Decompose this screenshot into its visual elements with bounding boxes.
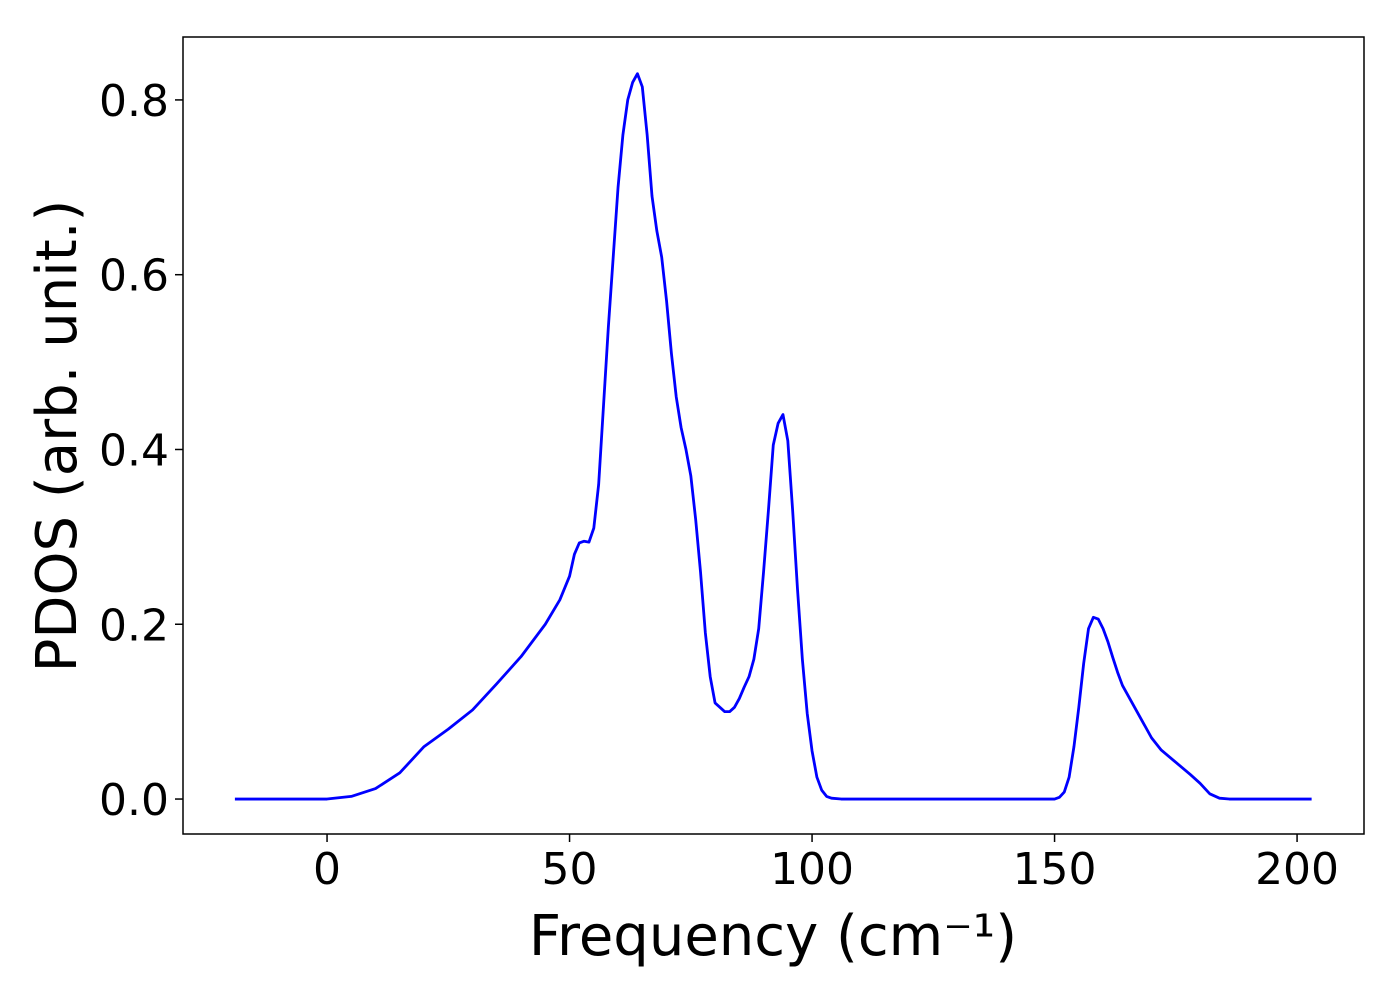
x-tick-label: 0	[313, 844, 341, 895]
x-tick-label: 200	[1255, 844, 1339, 895]
y-tick-label: 0.2	[99, 600, 169, 651]
x-axis-label: Frequency (cm⁻¹)	[529, 904, 1017, 969]
y-tick-label: 0.8	[99, 76, 169, 127]
x-tick-label: 150	[1013, 844, 1097, 895]
plot-frame	[182, 36, 1365, 835]
y-tick-label: 0.6	[99, 251, 169, 302]
y-tick-label: 0.4	[99, 425, 169, 476]
y-tick-label: 0.0	[99, 775, 169, 826]
x-tick-label: 100	[770, 844, 854, 895]
x-tick-label: 50	[542, 844, 598, 895]
y-axis-label: PDOS (arb. unit.)	[25, 200, 90, 673]
data-line	[234, 72, 1312, 801]
